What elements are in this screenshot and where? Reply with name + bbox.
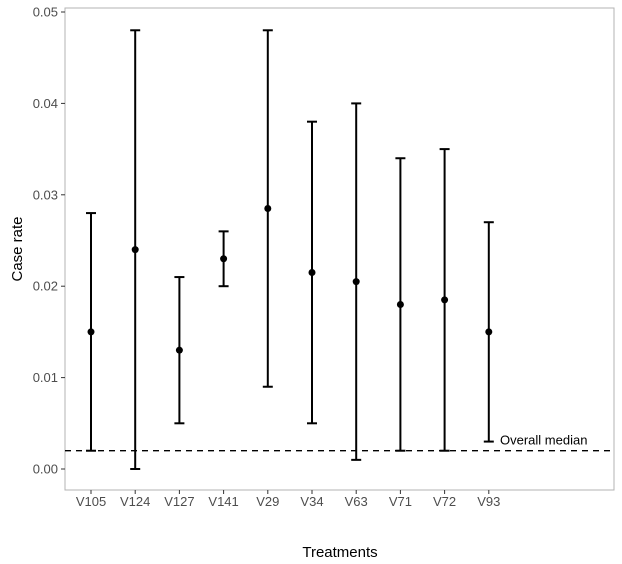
- y-axis: 0.00 0.01 0.02 0.03 0.04 0.05: [33, 5, 65, 477]
- x-tick-label: V141: [208, 494, 238, 509]
- x-tick-label: V93: [477, 494, 500, 509]
- error-bar-v141: [218, 230, 229, 288]
- error-bar-v105: [86, 212, 96, 452]
- x-tick-label: V72: [433, 494, 456, 509]
- x-tick-label: V71: [389, 494, 412, 509]
- panel-border: [64, 7, 615, 491]
- data-point: [264, 205, 272, 213]
- overall-median-label: Overall median: [500, 433, 587, 448]
- data-point: [441, 296, 449, 304]
- y-tick-label: 0.04: [33, 96, 58, 111]
- data-point: [396, 300, 404, 308]
- error-bar-v71: [395, 157, 406, 452]
- x-tick-label: V124: [120, 494, 150, 509]
- error-bar-v63: [351, 102, 362, 461]
- error-bar-v34: [307, 120, 317, 425]
- data-point: [220, 255, 228, 263]
- error-bar-v127: [174, 276, 185, 425]
- x-axis: V105 V124 V127 V141 V29 V34 V63 V71 V72 V93: [76, 490, 500, 509]
- data-point: [175, 346, 183, 354]
- x-tick-label: V127: [164, 494, 194, 509]
- data-point: [131, 246, 139, 254]
- y-tick-label: 0.01: [33, 370, 58, 385]
- error-bars: [86, 29, 494, 470]
- y-axis-title: Case rate: [9, 216, 26, 281]
- y-tick-label: 0.02: [33, 279, 58, 294]
- x-tick-label: V105: [76, 494, 106, 509]
- y-tick-label: 0.03: [33, 187, 58, 202]
- y-tick-label: 0.00: [33, 462, 58, 477]
- x-tick-label: V34: [300, 494, 323, 509]
- error-bar-v72: [439, 148, 450, 452]
- y-tick-label: 0.05: [33, 5, 58, 20]
- error-bar-v93: [483, 221, 494, 443]
- data-point: [485, 328, 493, 336]
- x-axis-title: Treatments: [302, 544, 377, 561]
- error-bar-v29: [262, 29, 273, 388]
- x-tick-label: V63: [345, 494, 368, 509]
- error-bar-v124: [130, 29, 141, 470]
- data-point: [87, 328, 95, 336]
- data-point: [352, 278, 360, 286]
- x-tick-label: V29: [256, 494, 279, 509]
- data-point: [308, 268, 316, 276]
